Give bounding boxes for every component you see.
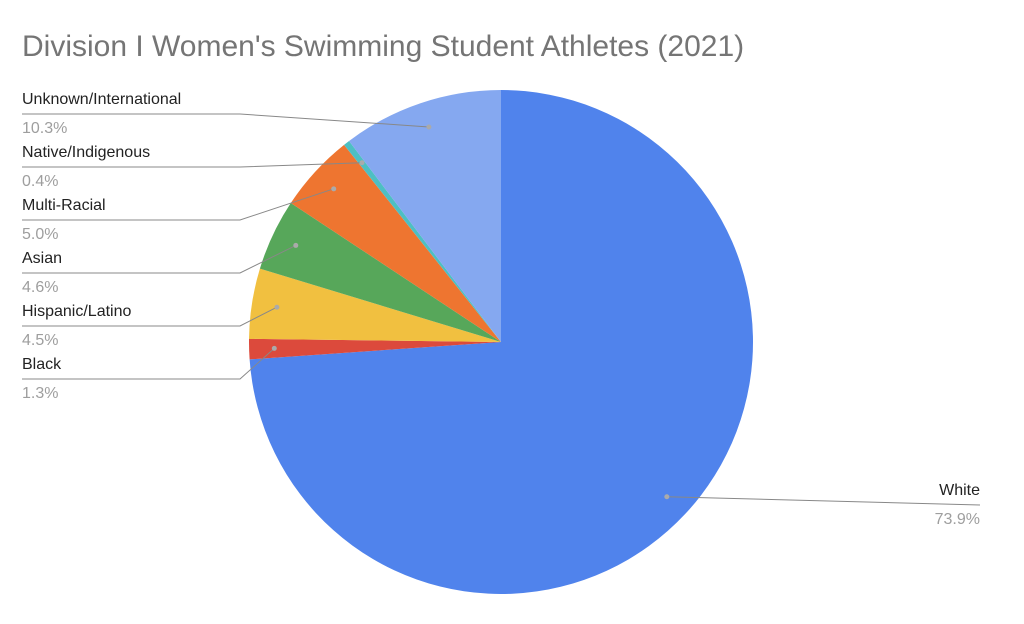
- leader-line: [22, 162, 363, 168]
- leader-line: [666, 496, 981, 506]
- label-name: Native/Indigenous: [22, 144, 150, 161]
- leader-dot: [359, 160, 365, 166]
- label-name: Multi-Racial: [22, 197, 106, 214]
- leader-dot: [331, 186, 337, 192]
- leader-line: [22, 306, 278, 327]
- label-name: Hispanic/Latino: [22, 303, 132, 320]
- pie-slice: [290, 144, 501, 342]
- label-name: White: [939, 482, 980, 499]
- pie-slice: [249, 268, 501, 342]
- label-name: Unknown/International: [22, 91, 181, 108]
- label-value: 73.9%: [935, 511, 980, 528]
- label-value: 10.3%: [22, 120, 67, 137]
- label-value: 4.6%: [22, 279, 58, 296]
- leader-dot: [426, 124, 432, 130]
- pie-slice: [259, 202, 501, 342]
- leader-line: [22, 113, 429, 128]
- label-value: 5.0%: [22, 226, 58, 243]
- label-name: Black: [22, 356, 62, 373]
- pie-slice: [249, 338, 501, 360]
- pie-slice: [344, 140, 501, 342]
- leader-line: [22, 348, 275, 380]
- leader-dot: [274, 304, 280, 310]
- label-value: 0.4%: [22, 173, 58, 190]
- leader-line: [22, 244, 297, 274]
- leader-dot: [664, 494, 670, 500]
- leader-line: [22, 188, 334, 221]
- label-value: 1.3%: [22, 385, 58, 402]
- leader-dot: [271, 345, 277, 351]
- chart-title: Division I Women's Swimming Student Athl…: [22, 30, 744, 63]
- pie-slice: [349, 90, 501, 342]
- pie-slice: [249, 90, 754, 594]
- leader-dot: [293, 242, 299, 248]
- label-value: 4.5%: [22, 332, 58, 349]
- label-name: Asian: [22, 250, 62, 267]
